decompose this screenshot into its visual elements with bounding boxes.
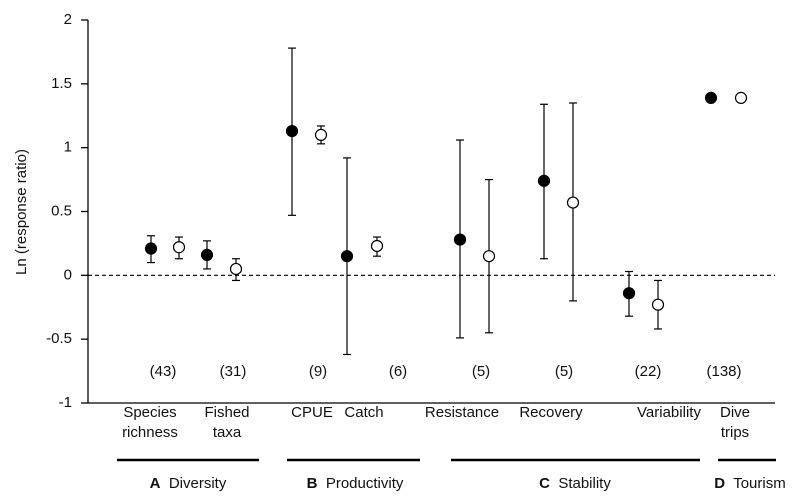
y-tick-label: -0.5 xyxy=(46,330,72,347)
y-tick-label: -1 xyxy=(59,394,72,411)
x-tick-label: Resistance xyxy=(425,404,499,421)
group-letter: D xyxy=(714,475,725,492)
point xyxy=(566,196,580,209)
point xyxy=(340,250,354,263)
y-tick-label: 2 xyxy=(64,11,72,28)
point xyxy=(144,242,158,255)
x-tick-label: richness xyxy=(122,424,178,441)
n-label: (9) xyxy=(309,363,327,380)
x-tick-label: CPUE xyxy=(291,404,333,421)
x-tick-label: Fished xyxy=(204,404,249,421)
point xyxy=(482,250,496,263)
n-label: (31) xyxy=(220,363,247,380)
group-name: Diversity xyxy=(169,475,227,492)
n-label: (22) xyxy=(635,363,662,380)
point xyxy=(314,128,328,141)
point xyxy=(285,124,299,138)
point xyxy=(537,174,551,187)
y-tick-label: 1 xyxy=(64,139,72,156)
n-label: (43) xyxy=(150,363,177,380)
group-name: Stability xyxy=(558,475,611,492)
y-tick-label: 0.5 xyxy=(51,202,72,219)
point xyxy=(453,233,467,246)
group-name: Productivity xyxy=(326,475,404,492)
group-label: C Stability xyxy=(539,475,611,492)
point xyxy=(229,262,243,276)
group-label: A Diversity xyxy=(150,475,227,492)
x-tick-label: Catch xyxy=(344,404,383,421)
group-label: B Productivity xyxy=(307,475,404,492)
x-tick-label: trips xyxy=(721,424,749,441)
group-name: Tourism xyxy=(733,475,786,492)
x-tick-label: taxa xyxy=(213,424,242,441)
point xyxy=(622,287,636,300)
x-tick-label: Recovery xyxy=(519,404,583,421)
y-tick-label: 1.5 xyxy=(51,75,72,92)
y-tick-label: 0 xyxy=(64,266,72,283)
x-tick-label: Species xyxy=(123,404,176,421)
x-tick-label: Dive xyxy=(720,404,750,421)
x-tick-label: Variability xyxy=(637,404,701,421)
n-label: (6) xyxy=(389,363,407,380)
point xyxy=(734,91,748,104)
y-axis-label: Ln (response ratio) xyxy=(13,149,30,275)
group-letter: A xyxy=(150,475,161,492)
point xyxy=(704,91,718,104)
point xyxy=(172,241,186,254)
group-label: D Tourism xyxy=(714,475,785,492)
n-label: (5) xyxy=(472,363,490,380)
group-letter: B xyxy=(307,475,318,492)
point xyxy=(370,239,384,253)
point xyxy=(200,248,214,262)
point xyxy=(651,298,665,311)
group-letter: C xyxy=(539,475,550,492)
n-label: (138) xyxy=(706,363,741,380)
n-label: (5) xyxy=(555,363,573,380)
